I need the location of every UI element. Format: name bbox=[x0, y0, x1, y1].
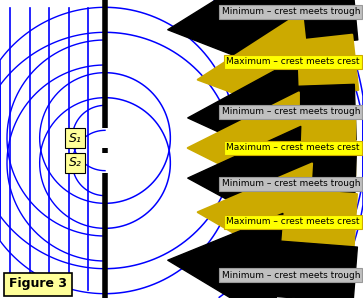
Text: Maximum – crest meets crest: Maximum – crest meets crest bbox=[227, 58, 360, 66]
Text: Minimum – crest meets trough: Minimum – crest meets trough bbox=[221, 7, 360, 16]
Text: Maximum – crest meets crest: Maximum – crest meets crest bbox=[227, 218, 360, 226]
Text: Minimum – crest meets trough: Minimum – crest meets trough bbox=[221, 271, 360, 280]
Text: Maximum – crest meets crest: Maximum – crest meets crest bbox=[227, 144, 360, 153]
Text: Minimum – crest meets trough: Minimum – crest meets trough bbox=[221, 179, 360, 189]
Text: S₁: S₁ bbox=[69, 131, 81, 145]
Text: Minimum – crest meets trough: Minimum – crest meets trough bbox=[221, 108, 360, 117]
Text: S₂: S₂ bbox=[69, 156, 81, 170]
Text: Figure 3: Figure 3 bbox=[9, 277, 67, 291]
